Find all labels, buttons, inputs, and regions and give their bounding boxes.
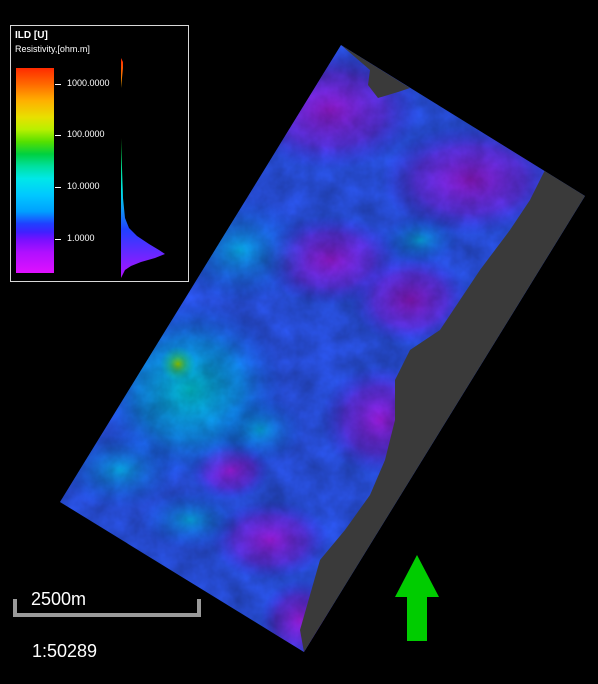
legend-subtitle: Resistivity,[ohm.m] — [15, 44, 90, 54]
legend-colorbar — [16, 68, 54, 273]
scale-bar — [13, 599, 201, 617]
legend-histogram — [121, 58, 165, 278]
legend-tick-label: 100.0000 — [67, 129, 105, 139]
legend-tick-mark — [55, 84, 61, 85]
legend-tick-label: 10.0000 — [67, 181, 100, 191]
legend-tick-mark — [55, 187, 61, 188]
north-arrow-icon — [395, 555, 439, 641]
legend-tick-label: 1000.0000 — [67, 78, 110, 88]
legend-tick-mark — [55, 239, 61, 240]
scale-ratio-label: 1:50289 — [32, 641, 98, 661]
color-legend: ILD [U] Resistivity,[ohm.m] 1000.0000 10… — [10, 25, 189, 282]
legend-tick-mark — [55, 135, 61, 136]
legend-title: ILD [U] — [15, 30, 48, 41]
legend-tick-label: 1.0000 — [67, 233, 95, 243]
scale-distance-label: 2500m — [31, 589, 87, 609]
